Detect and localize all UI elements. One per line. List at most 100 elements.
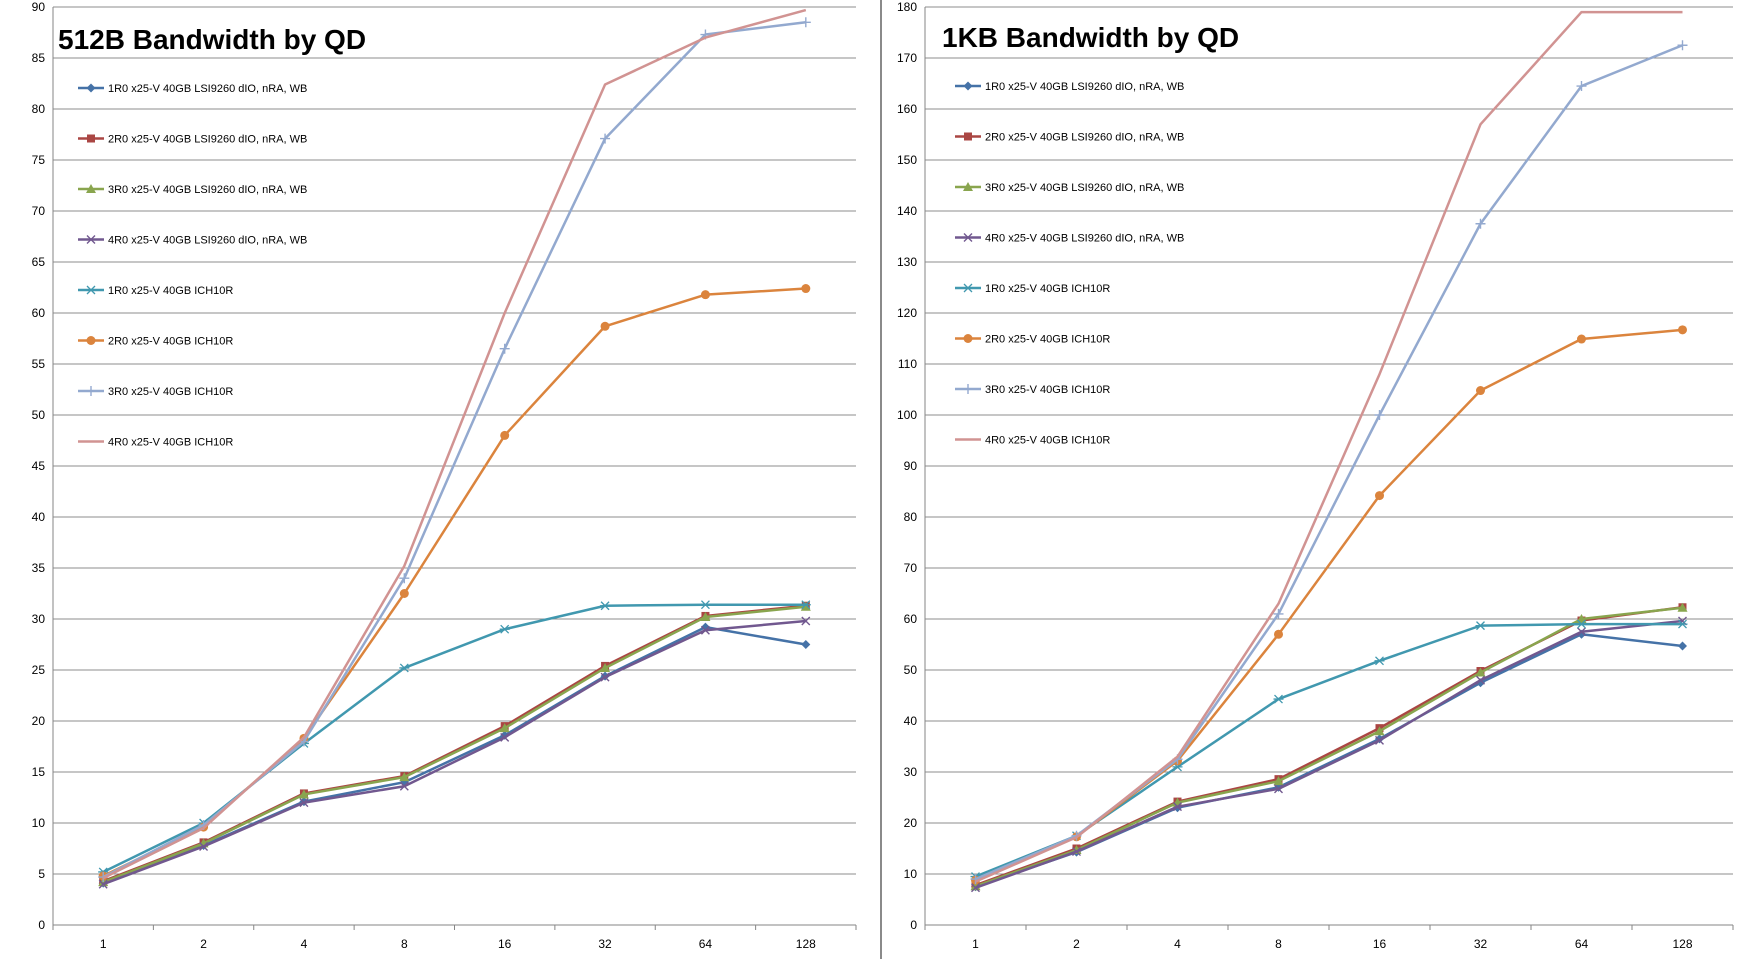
data-point [1375,491,1384,501]
data-point [1273,776,1284,786]
y-tick-label: 40 [904,714,918,728]
data-point [801,616,811,626]
data-point [1677,40,1688,51]
data-point [1678,325,1687,335]
series-2 [971,603,1687,890]
y-tick-label: 10 [904,867,918,881]
y-tick-label: 30 [904,765,918,779]
x-tick-label: 4 [301,937,308,951]
legend-swatch-marker [963,81,973,91]
data-point [499,624,510,634]
data-point [1374,656,1385,666]
data-point [600,601,611,611]
y-tick-label: 50 [904,663,918,677]
y-tick-label: 25 [32,663,46,677]
legend-item: 3R0 x25-V 40GB LSI9260 dIO, nRA, WB [78,184,307,196]
legend-item: 1R0 x25-V 40GB ICH10R [955,283,1110,295]
legend-label: 1R0 x25-V 40GB ICH10R [108,285,233,297]
data-point [1475,667,1486,677]
y-tick-label: 30 [32,612,46,626]
data-point [600,133,611,144]
x-tick-label: 16 [498,937,512,951]
x-tick-label: 64 [1575,937,1589,951]
data-point [801,284,811,294]
data-point [399,663,410,673]
data-point [1273,608,1284,619]
legend-swatch-marker [86,235,96,244]
data-point [199,841,209,851]
y-tick-label: 120 [897,306,917,320]
legend-item: 2R0 x25-V 40GB ICH10R [78,336,233,348]
data-point [800,601,811,611]
data-point [1577,627,1586,637]
data-point [1475,621,1486,631]
legend-item: 4R0 x25-V 40GB ICH10R [78,437,233,449]
x-tick-label: 64 [699,937,713,951]
data-point [399,589,409,598]
y-tick-label: 5 [38,867,45,881]
data-point [1476,386,1485,396]
legend-label: 3R0 x25-V 40GB LSI9260 dIO, nRA, WB [985,182,1184,194]
data-point [1374,726,1385,736]
legend-swatch-marker [86,336,96,345]
data-point [1072,847,1081,857]
legend-label: 4R0 x25-V 40GB ICH10R [985,435,1110,447]
legend-item: 2R0 x25-V 40GB ICH10R [955,334,1110,346]
legend-item: 2R0 x25-V 40GB LSI9260 dIO, nRA, WB [955,132,1184,144]
panel-divider [880,0,882,959]
series-group [98,8,811,889]
y-tick-label: 140 [897,204,917,218]
y-tick-label: 50 [32,408,46,422]
legend-label: 1R0 x25-V 40GB LSI9260 dIO, nRA, WB [985,81,1184,93]
data-point [499,343,510,354]
y-tick-label: 45 [32,459,46,473]
x-tick-label: 1 [100,937,107,951]
x-axis: 1 2 4 8 16 32 64 128 [52,925,857,951]
legend-label: 1R0 x25-V 40GB LSI9260 dIO, nRA, WB [108,83,307,95]
y-tick-label: 170 [897,51,917,65]
data-point [800,17,811,28]
data-point [499,723,510,733]
legend-label: 3R0 x25-V 40GB ICH10R [108,386,233,398]
legend-label: 2R0 x25-V 40GB ICH10R [108,336,233,348]
legend-item: 3R0 x25-V 40GB ICH10R [955,384,1110,396]
y-tick-label: 40 [32,510,46,524]
data-point [1576,619,1587,629]
data-point [1577,334,1586,344]
legend-item: 4R0 x25-V 40GB ICH10R [955,435,1110,447]
y-tick-label: 35 [32,561,46,575]
chart-1kb: 0 10 20 30 40 50 60 70 80 90 100 110 120 130 140 150 160… [897,0,1734,951]
series-line [975,606,1683,888]
y-tick-label: 0 [910,918,917,932]
legend-swatch-marker [964,132,972,141]
data-point [500,430,510,440]
chart-title: 512B Bandwidth by QD [58,24,366,55]
legend-item: 3R0 x25-V 40GB ICH10R [78,386,233,398]
data-point [98,879,108,889]
data-point [1677,602,1688,612]
data-point [800,600,811,610]
series-6 [971,325,1687,885]
y-tick-label: 160 [897,102,917,116]
data-point [600,321,610,331]
legend-swatch-marker [963,334,973,343]
y-tick-label: 100 [897,408,917,422]
series-4 [98,616,811,889]
y-tick-label: 10 [32,816,46,830]
y-tick-label: 55 [32,357,46,371]
y-tick-label: 60 [904,612,918,626]
series-line [975,606,1683,887]
y-tick-label: 180 [897,0,917,14]
data-point [1274,784,1283,794]
data-point [399,573,410,584]
data-point [700,625,710,635]
gridlines [53,6,856,926]
legend: 1R0 x25-V 40GB LSI9260 dIO, nRA, WB 2R0 x… [78,83,307,449]
x-tick-label: 2 [200,937,207,951]
legend-label: 3R0 x25-V 40GB LSI9260 dIO, nRA, WB [108,184,307,196]
y-tick-label: 90 [32,0,46,14]
y-axis: 0 10 20 30 40 50 60 70 80 90 100 110 120 130 140 150 160… [897,0,917,932]
series-line [102,287,806,878]
series-5 [970,619,1688,882]
series-line [102,619,806,886]
